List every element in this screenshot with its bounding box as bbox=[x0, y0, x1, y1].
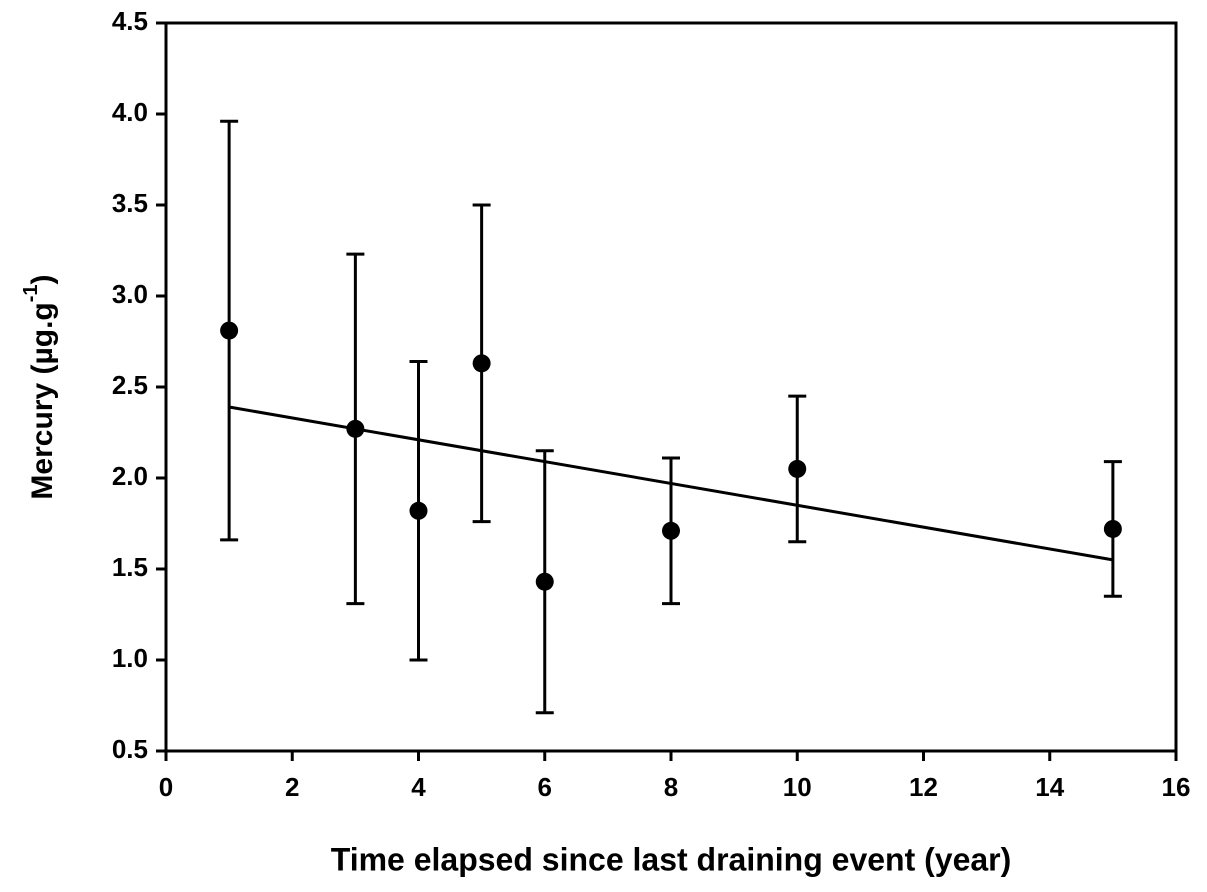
point bbox=[409, 501, 428, 520]
point bbox=[535, 572, 554, 591]
x-tick-label: 2 bbox=[285, 772, 299, 802]
point bbox=[346, 419, 365, 438]
point bbox=[662, 521, 680, 540]
y-tick-label: 3.5 bbox=[112, 188, 148, 218]
x-tick-label: 16 bbox=[1162, 772, 1191, 802]
x-axis-label: Time elapsed since last draining event (… bbox=[331, 841, 1012, 877]
point bbox=[472, 354, 491, 373]
y-tick-label: 4.5 bbox=[112, 6, 148, 36]
y-axis-label-sup: -1 bbox=[20, 284, 42, 302]
y-axis-label: Mercury (µg.g-1) bbox=[20, 274, 59, 499]
y-tick-label: 0.5 bbox=[112, 734, 148, 764]
point bbox=[220, 321, 239, 340]
y-axis-label-main: Mercury (µg.g bbox=[26, 302, 59, 499]
x-tick-label: 0 bbox=[159, 772, 173, 802]
x-tick-label: 14 bbox=[1035, 772, 1064, 802]
x-tick-label: 12 bbox=[909, 772, 938, 802]
x-tick-label: 6 bbox=[538, 772, 552, 802]
y-tick-label: 1.5 bbox=[112, 552, 148, 582]
y-tick-label: 4.0 bbox=[112, 97, 148, 127]
x-tick-label: 10 bbox=[783, 772, 812, 802]
y-tick-label: 2.5 bbox=[112, 370, 148, 400]
point bbox=[788, 459, 807, 478]
x-tick-label: 4 bbox=[411, 772, 426, 802]
x-tick-label: 8 bbox=[664, 772, 678, 802]
y-axis-label-end: ) bbox=[26, 274, 59, 284]
y-tick-label: 2.0 bbox=[112, 461, 148, 491]
point bbox=[1103, 519, 1122, 538]
y-tick-label: 3.0 bbox=[112, 279, 148, 309]
plot-frame bbox=[164, 21, 1178, 753]
y-tick-label: 1.0 bbox=[112, 643, 148, 673]
